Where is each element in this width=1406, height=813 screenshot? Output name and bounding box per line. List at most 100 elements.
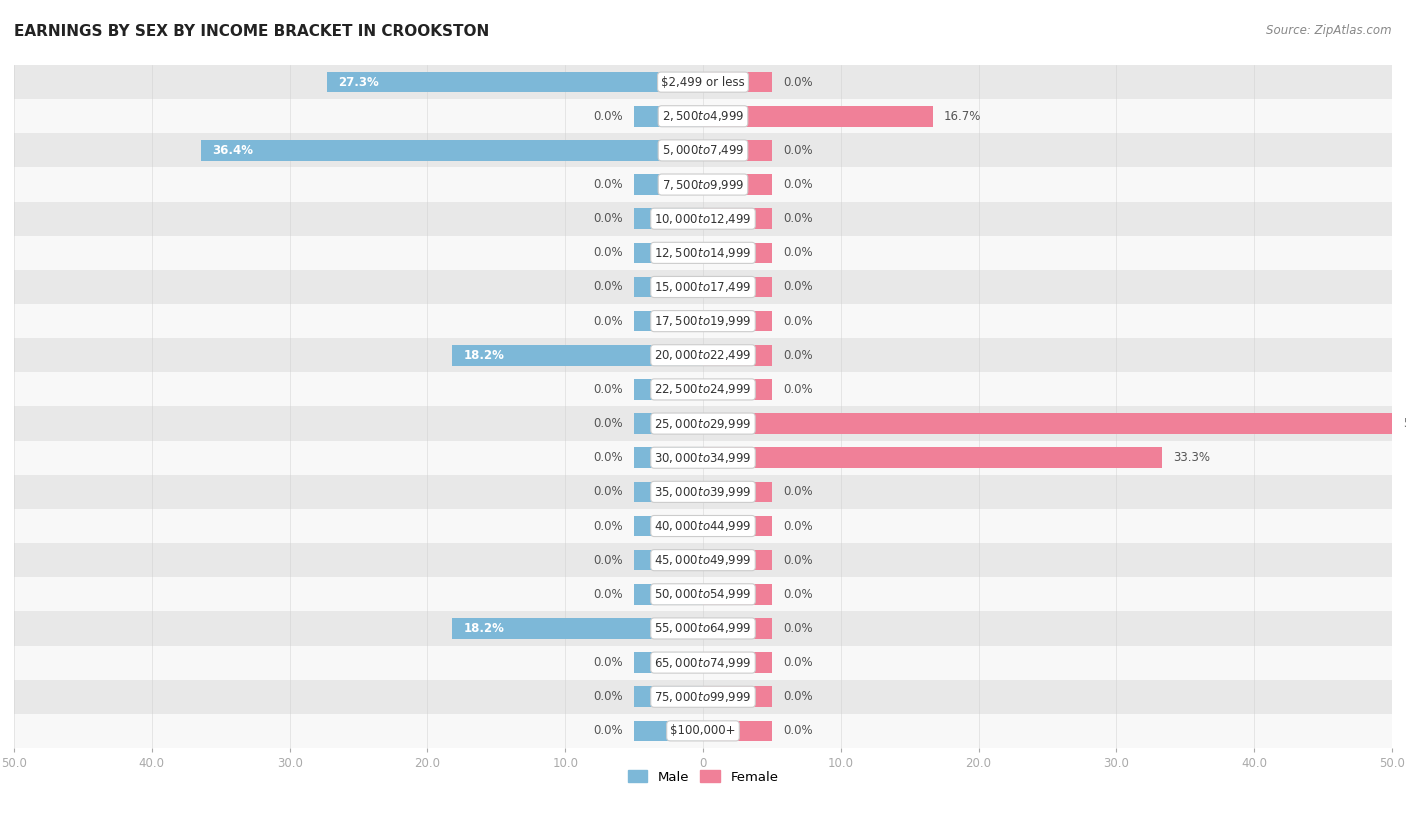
Bar — [703, 584, 772, 605]
Text: 0.0%: 0.0% — [593, 280, 623, 293]
Text: 50.0%: 50.0% — [1403, 417, 1406, 430]
Text: 0.0%: 0.0% — [783, 485, 813, 498]
Bar — [14, 406, 1392, 441]
Bar — [14, 372, 1392, 406]
Text: 0.0%: 0.0% — [593, 724, 623, 737]
Bar — [14, 133, 1392, 167]
Text: 0.0%: 0.0% — [783, 690, 813, 703]
Text: 0.0%: 0.0% — [783, 315, 813, 328]
Bar — [634, 515, 703, 537]
Bar — [634, 208, 703, 229]
Bar — [634, 652, 703, 673]
Bar — [703, 379, 772, 400]
Text: 0.0%: 0.0% — [593, 588, 623, 601]
Text: 0.0%: 0.0% — [593, 315, 623, 328]
Bar — [703, 618, 772, 639]
Bar — [14, 338, 1392, 372]
Bar — [14, 99, 1392, 133]
Bar — [326, 72, 703, 93]
Bar — [14, 475, 1392, 509]
Text: $55,000 to $64,999: $55,000 to $64,999 — [654, 621, 752, 636]
Bar — [703, 413, 1392, 434]
Bar — [703, 311, 772, 332]
Text: $17,500 to $19,999: $17,500 to $19,999 — [654, 314, 752, 328]
Text: 0.0%: 0.0% — [783, 520, 813, 533]
Text: $45,000 to $49,999: $45,000 to $49,999 — [654, 553, 752, 567]
Text: $15,000 to $17,499: $15,000 to $17,499 — [654, 280, 752, 294]
Text: $50,000 to $54,999: $50,000 to $54,999 — [654, 587, 752, 602]
Text: $75,000 to $99,999: $75,000 to $99,999 — [654, 689, 752, 704]
Bar — [14, 577, 1392, 611]
Bar — [634, 379, 703, 400]
Bar — [634, 720, 703, 741]
Text: $65,000 to $74,999: $65,000 to $74,999 — [654, 655, 752, 670]
Bar — [703, 276, 772, 298]
Text: EARNINGS BY SEX BY INCOME BRACKET IN CROOKSTON: EARNINGS BY SEX BY INCOME BRACKET IN CRO… — [14, 24, 489, 39]
Text: 0.0%: 0.0% — [783, 212, 813, 225]
Text: 33.3%: 33.3% — [1173, 451, 1209, 464]
Bar — [634, 242, 703, 263]
Bar — [634, 481, 703, 502]
Bar — [14, 65, 1392, 99]
Text: 0.0%: 0.0% — [593, 110, 623, 123]
Bar — [703, 447, 1161, 468]
Bar — [14, 167, 1392, 202]
Bar — [634, 550, 703, 571]
Text: 0.0%: 0.0% — [593, 690, 623, 703]
Bar — [703, 208, 772, 229]
Bar — [634, 413, 703, 434]
Text: 0.0%: 0.0% — [783, 76, 813, 89]
Bar — [634, 106, 703, 127]
Text: 18.2%: 18.2% — [463, 622, 505, 635]
Text: 0.0%: 0.0% — [783, 622, 813, 635]
Text: $100,000+: $100,000+ — [671, 724, 735, 737]
Bar — [14, 304, 1392, 338]
Text: 0.0%: 0.0% — [783, 144, 813, 157]
Bar — [703, 720, 772, 741]
Text: 0.0%: 0.0% — [593, 178, 623, 191]
Bar — [14, 509, 1392, 543]
Bar — [453, 618, 703, 639]
Text: 27.3%: 27.3% — [337, 76, 378, 89]
Bar — [634, 584, 703, 605]
Bar — [703, 515, 772, 537]
Text: $5,000 to $7,499: $5,000 to $7,499 — [662, 143, 744, 158]
Text: 0.0%: 0.0% — [593, 485, 623, 498]
Text: 0.0%: 0.0% — [783, 383, 813, 396]
Bar — [634, 311, 703, 332]
Bar — [14, 270, 1392, 304]
Bar — [703, 550, 772, 571]
Text: $12,500 to $14,999: $12,500 to $14,999 — [654, 246, 752, 260]
Text: 0.0%: 0.0% — [783, 178, 813, 191]
Text: 0.0%: 0.0% — [783, 246, 813, 259]
Text: 0.0%: 0.0% — [783, 554, 813, 567]
Bar — [703, 652, 772, 673]
Bar — [634, 174, 703, 195]
Bar — [634, 686, 703, 707]
Text: 16.7%: 16.7% — [945, 110, 981, 123]
Bar — [14, 611, 1392, 646]
Bar — [201, 140, 703, 161]
Bar — [453, 345, 703, 366]
Text: $30,000 to $34,999: $30,000 to $34,999 — [654, 450, 752, 465]
Text: $22,500 to $24,999: $22,500 to $24,999 — [654, 382, 752, 397]
Text: 0.0%: 0.0% — [593, 656, 623, 669]
Text: $35,000 to $39,999: $35,000 to $39,999 — [654, 485, 752, 499]
Bar — [703, 140, 772, 161]
Legend: Male, Female: Male, Female — [623, 765, 783, 789]
Text: Source: ZipAtlas.com: Source: ZipAtlas.com — [1267, 24, 1392, 37]
Bar — [14, 236, 1392, 270]
Text: 0.0%: 0.0% — [593, 520, 623, 533]
Bar — [703, 242, 772, 263]
Text: $10,000 to $12,499: $10,000 to $12,499 — [654, 211, 752, 226]
Text: 0.0%: 0.0% — [783, 588, 813, 601]
Text: $2,499 or less: $2,499 or less — [661, 76, 745, 89]
Text: $2,500 to $4,999: $2,500 to $4,999 — [662, 109, 744, 124]
Bar — [634, 447, 703, 468]
Bar — [703, 481, 772, 502]
Bar — [14, 543, 1392, 577]
Text: 0.0%: 0.0% — [593, 451, 623, 464]
Bar — [703, 345, 772, 366]
Bar — [703, 72, 772, 93]
Text: 18.2%: 18.2% — [463, 349, 505, 362]
